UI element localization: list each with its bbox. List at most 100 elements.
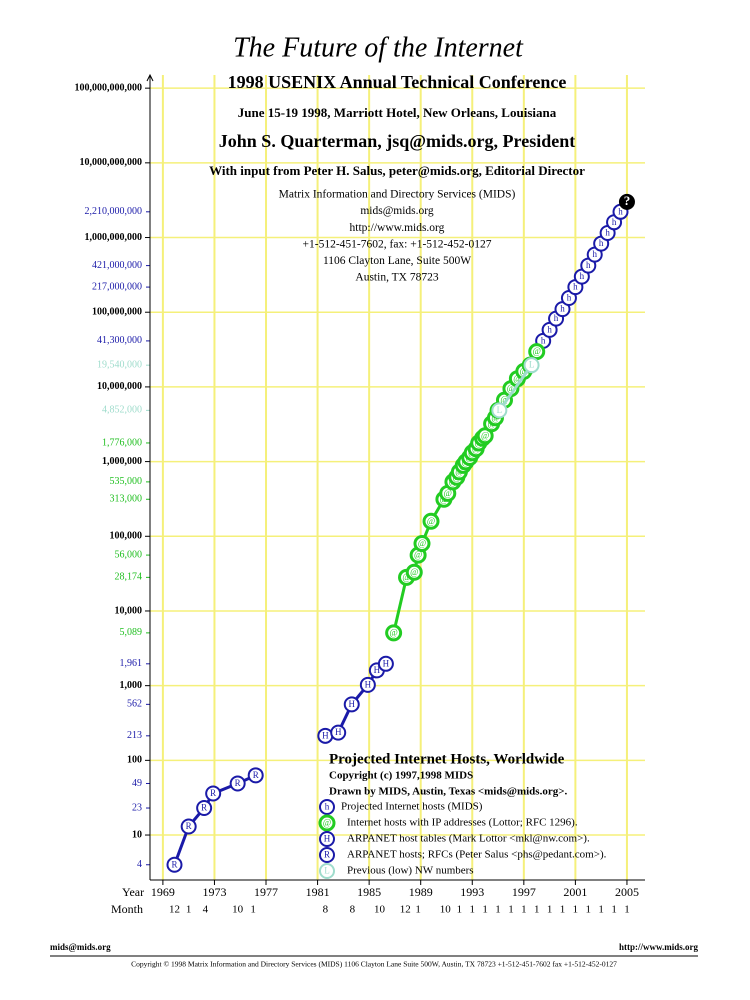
marker-letter: R [201, 803, 207, 813]
x-tick-label: 1989 [409, 885, 433, 899]
marker-letter: R [171, 859, 177, 869]
marker-ring [528, 343, 546, 361]
month-label: 10 [374, 904, 386, 916]
marker-letter: H [365, 679, 372, 689]
address-line: http://www.mids.org [350, 222, 445, 234]
x-tick-label: 2001 [563, 885, 587, 899]
address-line: Austin, TX 78723 [355, 272, 438, 284]
marker-letter: h [592, 249, 597, 259]
month-label: 1 [573, 904, 579, 916]
annotation-dot [618, 193, 635, 210]
month-label: 1 [186, 904, 192, 916]
month-label: 8 [350, 904, 356, 916]
marker-ring [413, 535, 431, 553]
marker: h [319, 799, 335, 815]
marker: L [491, 402, 508, 419]
ref-tick-label: 41,300,000 [97, 335, 142, 346]
marker: R [229, 775, 246, 792]
marker-letter: H [348, 699, 355, 709]
marker-ring [205, 785, 222, 802]
marker-letter: @ [533, 346, 541, 356]
marker: R [180, 818, 197, 835]
x-tick-label: 1997 [512, 885, 536, 899]
y-tick-label: 1,000 [120, 680, 143, 691]
month-label: 1 [586, 904, 592, 916]
subtitle: 1998 USENIX Annual Technical Conference [228, 72, 567, 92]
marker: H [330, 724, 347, 741]
marker-letter: @ [427, 516, 435, 526]
month-label: 1 [470, 904, 476, 916]
month-label: 1 [534, 904, 540, 916]
y-tick-label: 100,000,000,000 [75, 82, 143, 93]
marker-letter: R [210, 788, 216, 798]
marker-letter: H [383, 658, 390, 668]
marker: @ [385, 624, 403, 642]
marker: R [166, 856, 183, 873]
footer-left: mids@mids.org [50, 942, 111, 952]
marker: @ [318, 814, 336, 832]
subtitle: John S. Quarterman, jsq@mids.org, Presid… [219, 131, 575, 151]
marker-letter: h [547, 324, 552, 334]
ref-tick-label: 1,776,000 [102, 437, 142, 448]
ref-tick-label: 19,540,000 [97, 359, 142, 370]
ref-tick-label: 4 [137, 859, 142, 870]
y-tick-label: 100,000,000 [92, 307, 142, 318]
month-label: 12 [400, 904, 411, 916]
marker-ring [330, 724, 347, 741]
ref-tick-label: 1,961 [120, 658, 143, 669]
marker-letter: @ [481, 430, 489, 440]
month-label: 10 [232, 904, 244, 916]
ref-tick-label: 535,000 [110, 476, 143, 487]
footer-right: http://www.mids.org [619, 942, 699, 952]
marker: @ [528, 343, 546, 361]
marker: R [205, 785, 222, 802]
marker-letter: h [612, 217, 617, 227]
y-tick-label: 100 [127, 755, 142, 766]
marker: H [319, 831, 335, 847]
marker-letter: H [374, 665, 381, 675]
marker-letter: L [497, 405, 503, 415]
marker-letter: h [599, 238, 604, 248]
address-line: Matrix Information and Directory Service… [279, 189, 516, 201]
marker-letter: @ [418, 538, 426, 548]
marker-letter: @ [402, 572, 410, 582]
marker: @ [413, 535, 431, 553]
y-tick-label: 10,000,000 [97, 381, 142, 392]
ref-tick-label: 4,852,000 [102, 405, 142, 416]
x-tick-label: 1973 [202, 885, 226, 899]
x-tick-label: 1969 [151, 885, 175, 899]
footer-copyright: Copyright © 1998 Matrix Information and … [131, 960, 617, 969]
month-label: 4 [203, 904, 209, 916]
annotation-text: ? [624, 193, 631, 208]
marker-ring [422, 512, 440, 530]
series-line [498, 364, 533, 412]
month-axis-label: Month [111, 902, 143, 916]
marker: R [196, 800, 213, 817]
marker-letter: @ [389, 627, 397, 637]
marker: H [359, 676, 376, 693]
marker-ring [318, 814, 336, 832]
x-axis-label: Year [122, 885, 144, 899]
marker-letter: h [541, 335, 546, 345]
marker: H [343, 696, 360, 713]
month-label: 10 [440, 904, 452, 916]
chart-title: The Future of the Internet [233, 32, 524, 63]
marker-ring [359, 676, 376, 693]
ref-tick-label: 5,089 [120, 627, 143, 638]
marker-letter: @ [444, 488, 452, 498]
month-label: 1 [482, 904, 488, 916]
x-tick-label: 1985 [357, 885, 381, 899]
month-label: 12 [169, 904, 180, 916]
marker-letter: h [586, 260, 591, 270]
x-tick-label: 1977 [254, 885, 278, 899]
month-label: 1 [495, 904, 501, 916]
ref-tick-label: 28,174 [115, 572, 143, 583]
marker-letter: R [253, 770, 259, 780]
marker: H [317, 727, 334, 744]
marker-ring [319, 799, 335, 815]
ref-tick-label: 562 [127, 699, 142, 710]
marker-ring [180, 818, 197, 835]
y-tick-label: 10,000 [115, 605, 143, 616]
marker-letter: R [235, 778, 241, 788]
marker: @ [405, 563, 423, 581]
